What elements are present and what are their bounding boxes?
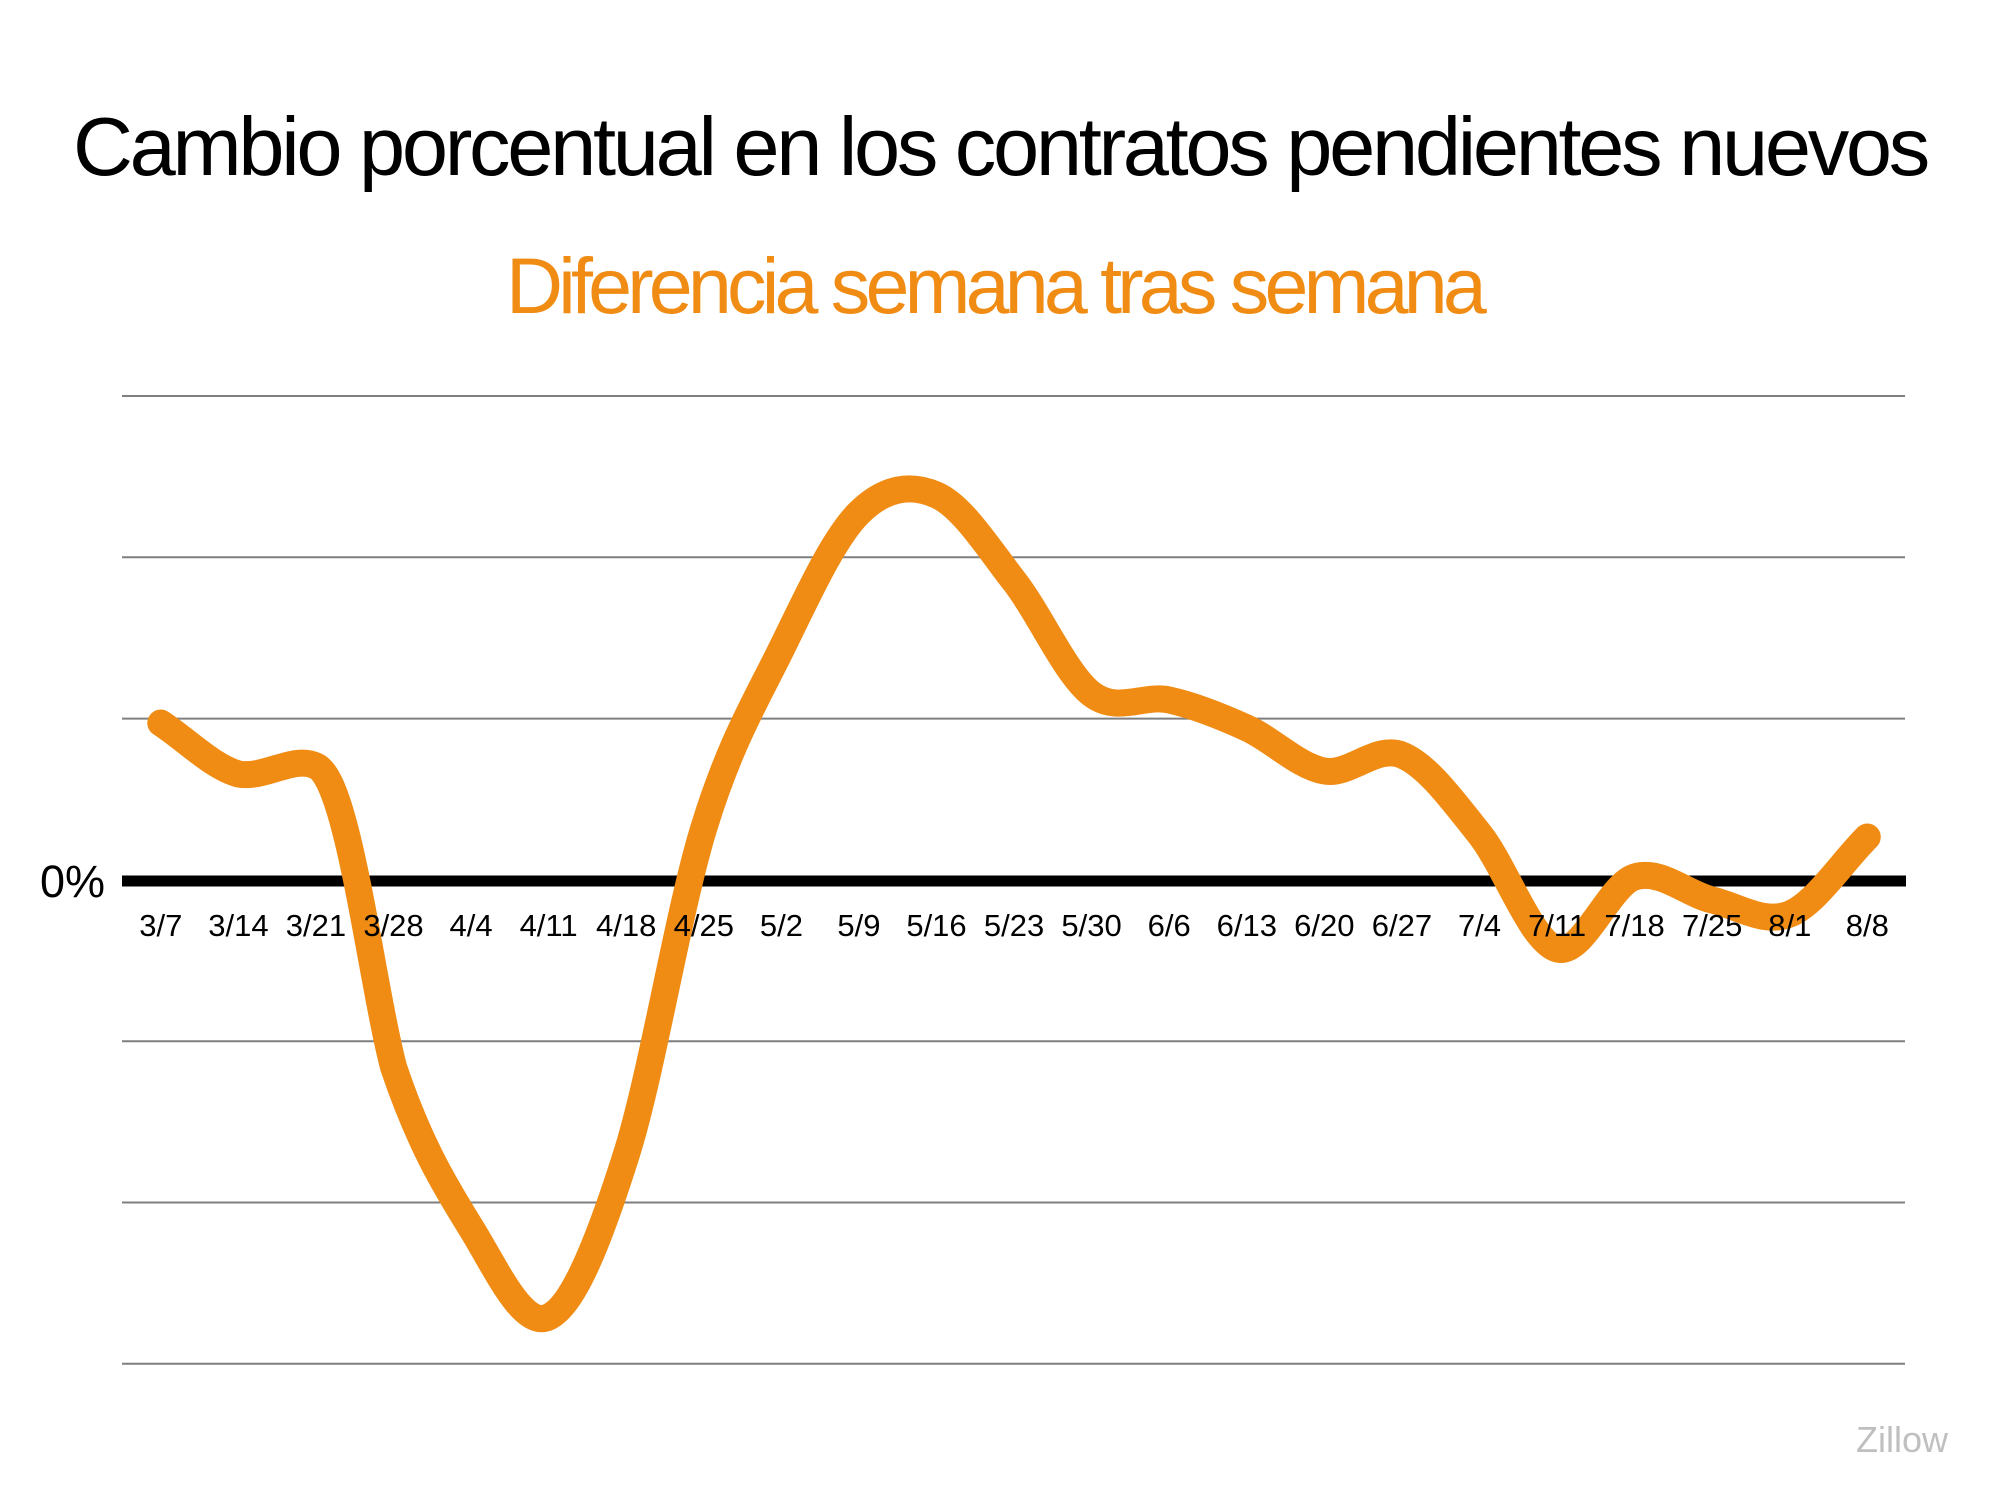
svg-text:8/1: 8/1 xyxy=(1768,908,1811,943)
svg-text:3/21: 3/21 xyxy=(286,908,346,943)
svg-text:5/30: 5/30 xyxy=(1061,908,1121,943)
svg-text:3/14: 3/14 xyxy=(208,908,268,943)
svg-text:5/2: 5/2 xyxy=(760,908,803,943)
svg-text:0%: 0% xyxy=(40,856,105,907)
svg-text:8/8: 8/8 xyxy=(1846,908,1889,943)
svg-text:3/28: 3/28 xyxy=(363,908,423,943)
svg-text:Diferencia semana tras semana: Diferencia semana tras semana xyxy=(506,241,1487,330)
svg-text:6/27: 6/27 xyxy=(1372,908,1432,943)
svg-text:4/25: 4/25 xyxy=(674,908,734,943)
svg-text:5/16: 5/16 xyxy=(906,908,966,943)
svg-text:6/20: 6/20 xyxy=(1294,908,1354,943)
svg-text:7/18: 7/18 xyxy=(1604,908,1664,943)
svg-text:6/6: 6/6 xyxy=(1148,908,1191,943)
svg-text:4/4: 4/4 xyxy=(450,908,493,943)
svg-text:7/25: 7/25 xyxy=(1682,908,1742,943)
svg-text:5/9: 5/9 xyxy=(837,908,880,943)
svg-text:6/13: 6/13 xyxy=(1217,908,1277,943)
svg-text:Cambio porcentual en los contr: Cambio porcentual en los contratos pendi… xyxy=(73,100,1928,193)
svg-text:5/23: 5/23 xyxy=(984,908,1044,943)
svg-text:7/4: 7/4 xyxy=(1458,908,1501,943)
svg-text:Zillow: Zillow xyxy=(1856,1419,1949,1460)
svg-text:3/7: 3/7 xyxy=(139,908,182,943)
svg-text:7/11: 7/11 xyxy=(1528,908,1586,943)
svg-text:4/11: 4/11 xyxy=(520,908,578,943)
svg-text:4/18: 4/18 xyxy=(596,908,656,943)
